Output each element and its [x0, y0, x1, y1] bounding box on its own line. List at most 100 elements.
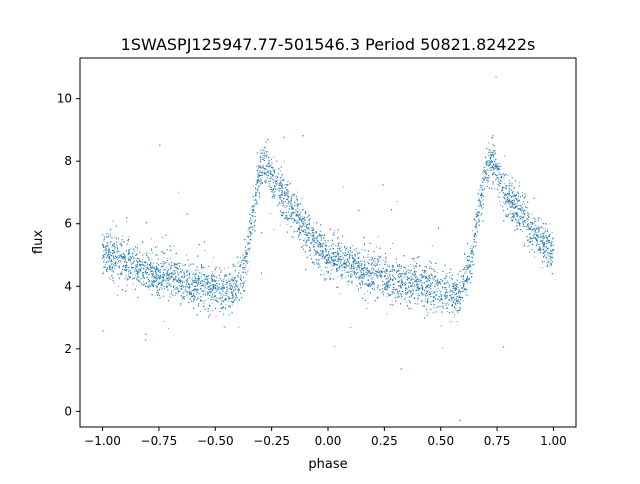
data-point	[303, 221, 305, 222]
data-point	[351, 274, 353, 276]
data-point	[407, 285, 409, 287]
data-point	[192, 284, 194, 286]
data-point	[548, 241, 550, 243]
data-point	[403, 277, 405, 279]
data-point	[508, 214, 510, 216]
data-point	[530, 221, 532, 223]
data-point	[169, 266, 171, 268]
data-point	[239, 257, 241, 258]
data-point	[461, 287, 463, 289]
data-point	[175, 267, 177, 269]
data-point	[407, 292, 409, 294]
data-point	[385, 269, 387, 271]
data-point	[252, 216, 254, 218]
data-point	[500, 204, 502, 206]
data-point	[454, 286, 456, 288]
data-point	[366, 272, 368, 274]
data-point	[350, 327, 352, 329]
data-point	[121, 235, 123, 237]
data-point	[343, 269, 345, 271]
data-point	[279, 224, 281, 226]
data-point	[499, 201, 501, 203]
data-point	[249, 261, 251, 263]
data-point	[205, 282, 207, 284]
data-point	[160, 274, 162, 276]
data-point	[446, 303, 448, 305]
data-point	[157, 270, 159, 272]
data-point	[256, 180, 258, 181]
data-point	[234, 282, 236, 284]
data-point	[459, 284, 461, 286]
data-point	[307, 232, 309, 234]
data-point	[534, 224, 536, 226]
data-point	[189, 283, 191, 285]
data-point	[427, 294, 429, 296]
data-point	[488, 165, 490, 167]
data-point	[302, 230, 304, 232]
data-point	[214, 279, 216, 281]
data-point	[361, 268, 363, 270]
data-point	[366, 308, 368, 310]
data-point	[366, 256, 368, 258]
data-point	[364, 283, 366, 285]
data-point	[541, 240, 543, 242]
data-point	[377, 255, 379, 257]
data-point	[527, 214, 529, 216]
data-point	[359, 275, 361, 277]
data-point	[424, 298, 426, 300]
data-point	[535, 220, 537, 222]
data-point	[455, 289, 457, 291]
data-point	[352, 245, 354, 247]
data-point	[264, 157, 266, 159]
data-point	[289, 216, 291, 218]
data-point	[372, 267, 374, 269]
data-point	[287, 203, 289, 205]
data-point	[249, 220, 251, 222]
data-point	[320, 269, 322, 271]
data-point	[550, 245, 552, 247]
data-point	[537, 217, 539, 219]
data-point	[490, 150, 492, 152]
data-point	[328, 245, 330, 247]
data-point	[430, 284, 432, 286]
data-point	[191, 295, 193, 297]
data-point	[143, 252, 145, 254]
data-point	[543, 256, 545, 258]
data-point	[247, 229, 249, 231]
data-point	[299, 224, 301, 226]
data-point	[198, 279, 200, 281]
data-point	[325, 242, 327, 244]
data-point	[106, 270, 108, 272]
data-point	[366, 290, 368, 292]
data-point	[341, 243, 343, 244]
data-point	[409, 307, 411, 309]
data-point	[437, 302, 439, 304]
data-point	[277, 179, 279, 181]
data-point	[489, 167, 491, 169]
data-point	[203, 291, 205, 293]
data-point	[525, 228, 527, 230]
data-point	[119, 255, 121, 257]
data-point	[247, 242, 249, 244]
data-point	[491, 151, 493, 153]
data-point	[264, 147, 266, 149]
data-point	[299, 209, 301, 211]
data-point	[215, 280, 217, 282]
data-point	[462, 287, 464, 289]
data-point	[413, 278, 415, 280]
data-point	[407, 288, 409, 290]
data-point	[367, 302, 369, 304]
data-point	[482, 172, 484, 174]
data-point	[275, 178, 277, 180]
data-point	[463, 268, 465, 270]
data-point	[526, 239, 528, 241]
data-point	[340, 264, 342, 266]
data-point	[264, 147, 266, 149]
data-point	[211, 272, 213, 274]
data-point	[543, 235, 545, 237]
data-point	[416, 289, 418, 291]
data-point	[316, 264, 318, 266]
data-point	[305, 229, 307, 231]
data-point	[336, 276, 338, 278]
data-point	[402, 282, 404, 284]
